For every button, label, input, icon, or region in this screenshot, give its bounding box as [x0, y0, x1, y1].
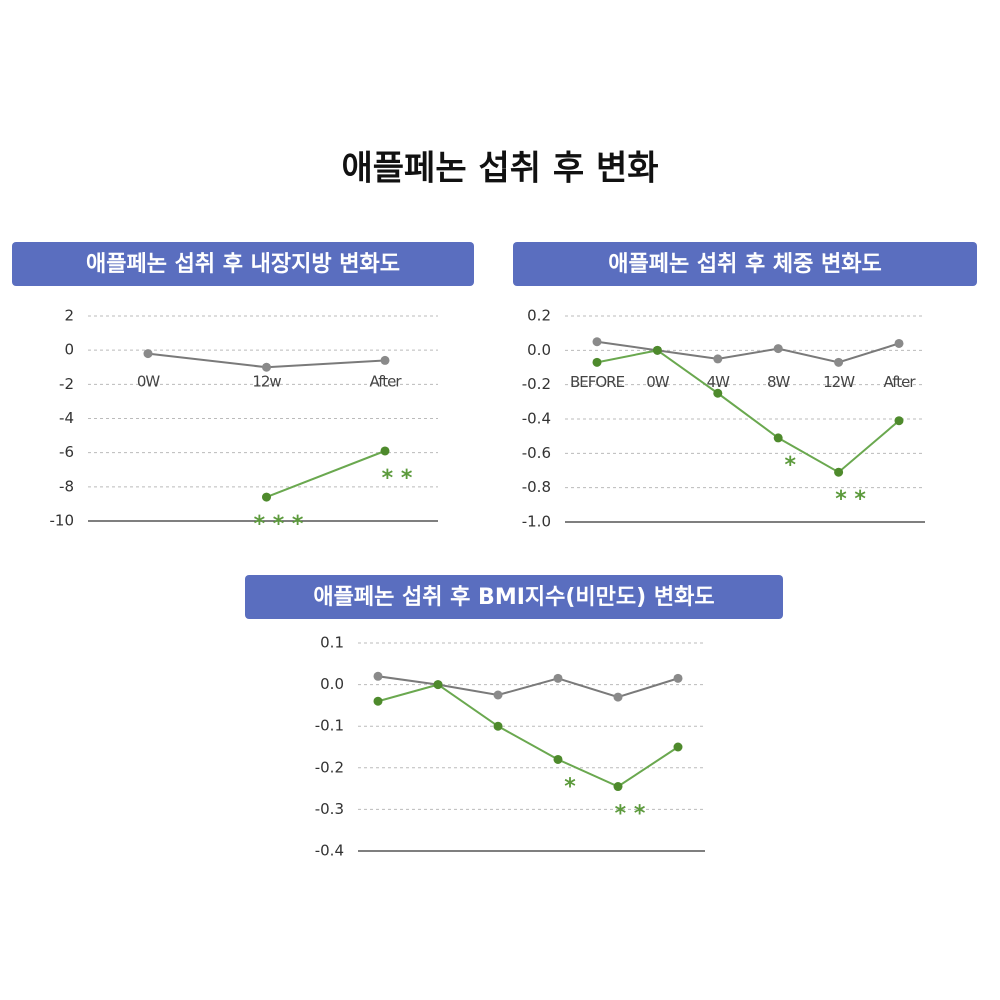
- data-point: [373, 696, 383, 706]
- data-point: [262, 492, 271, 502]
- data-point: [553, 754, 563, 764]
- data-point: [673, 742, 683, 752]
- title-banner: [12, 242, 474, 286]
- data-point: [380, 355, 390, 365]
- y-tick-label: 0.2: [527, 307, 551, 325]
- x-tick-label: After: [369, 373, 402, 391]
- y-tick-label: 0: [64, 341, 74, 359]
- significance-mark: * *: [835, 487, 866, 512]
- page-title: 애플페논 섭취 후 변화: [341, 149, 658, 189]
- significance-mark: * *: [615, 802, 646, 827]
- data-point: [834, 467, 844, 477]
- data-point: [894, 338, 904, 348]
- y-tick-label: -0.3: [315, 800, 344, 818]
- data-point: [592, 357, 602, 367]
- y-tick-label: -0.2: [522, 375, 551, 393]
- data-point: [652, 345, 662, 355]
- y-tick-label: -0.6: [522, 444, 551, 462]
- y-tick-label: 0.0: [320, 675, 344, 693]
- y-tick-label: -4: [59, 409, 74, 427]
- data-point: [380, 446, 390, 456]
- y-tick-label: -0.8: [522, 478, 551, 496]
- data-point: [613, 692, 623, 702]
- chart-title: 애플페논 섭취 후 내장지방 변화도: [86, 252, 400, 277]
- x-tick-label: 4W: [707, 373, 731, 391]
- y-tick-label: 0.0: [527, 341, 551, 359]
- y-tick-label: -0.4: [315, 842, 344, 860]
- series-line: [377, 675, 679, 699]
- series-line: [596, 349, 900, 474]
- title-banner: [513, 242, 977, 286]
- data-point: [673, 673, 683, 683]
- y-tick-label: -0.1: [315, 717, 344, 735]
- y-tick-label: -6: [59, 443, 74, 461]
- significance-mark: * *: [382, 466, 413, 491]
- data-point: [713, 354, 723, 364]
- data-point: [262, 362, 271, 372]
- data-point: [493, 690, 503, 700]
- series-line: [266, 450, 386, 499]
- x-tick-label: After: [883, 373, 916, 391]
- data-point: [143, 349, 153, 359]
- x-tick-label: 12W: [823, 373, 855, 391]
- chart-title: 애플페논 섭취 후 체중 변화도: [608, 252, 882, 277]
- y-tick-label: -0.2: [315, 758, 344, 776]
- data-point: [894, 416, 904, 426]
- significance-mark: *: [784, 453, 796, 478]
- x-tick-label: 0W: [646, 373, 670, 391]
- series-line: [596, 340, 900, 364]
- y-tick-label: 0.1: [320, 634, 344, 652]
- data-point: [773, 433, 783, 443]
- y-tick-label: -8: [59, 477, 74, 495]
- x-tick-label: 12w: [252, 373, 281, 391]
- x-tick-label: BEFORE: [570, 373, 625, 391]
- y-tick-label: -2: [59, 375, 74, 393]
- significance-mark: *: [564, 774, 576, 799]
- x-tick-label: 0W: [137, 373, 161, 391]
- data-point: [493, 721, 503, 731]
- data-point: [773, 344, 783, 354]
- data-point: [713, 388, 723, 398]
- x-tick-label: 8W: [767, 373, 791, 391]
- significance-mark: * * *: [254, 512, 304, 537]
- y-tick-label: 2: [64, 307, 74, 325]
- data-point: [592, 337, 602, 347]
- data-point: [433, 680, 443, 690]
- chart-title: 애플페논 섭취 후 BMI지수(비만도) 변화도: [313, 585, 714, 610]
- title-banner: [245, 575, 783, 619]
- data-point: [613, 782, 623, 792]
- series-line: [377, 683, 679, 788]
- y-tick-label: -1.0: [522, 513, 551, 531]
- y-tick-label: -10: [50, 512, 75, 530]
- y-tick-label: -0.4: [522, 410, 551, 428]
- data-point: [553, 673, 563, 683]
- data-point: [373, 671, 383, 681]
- data-point: [834, 357, 844, 367]
